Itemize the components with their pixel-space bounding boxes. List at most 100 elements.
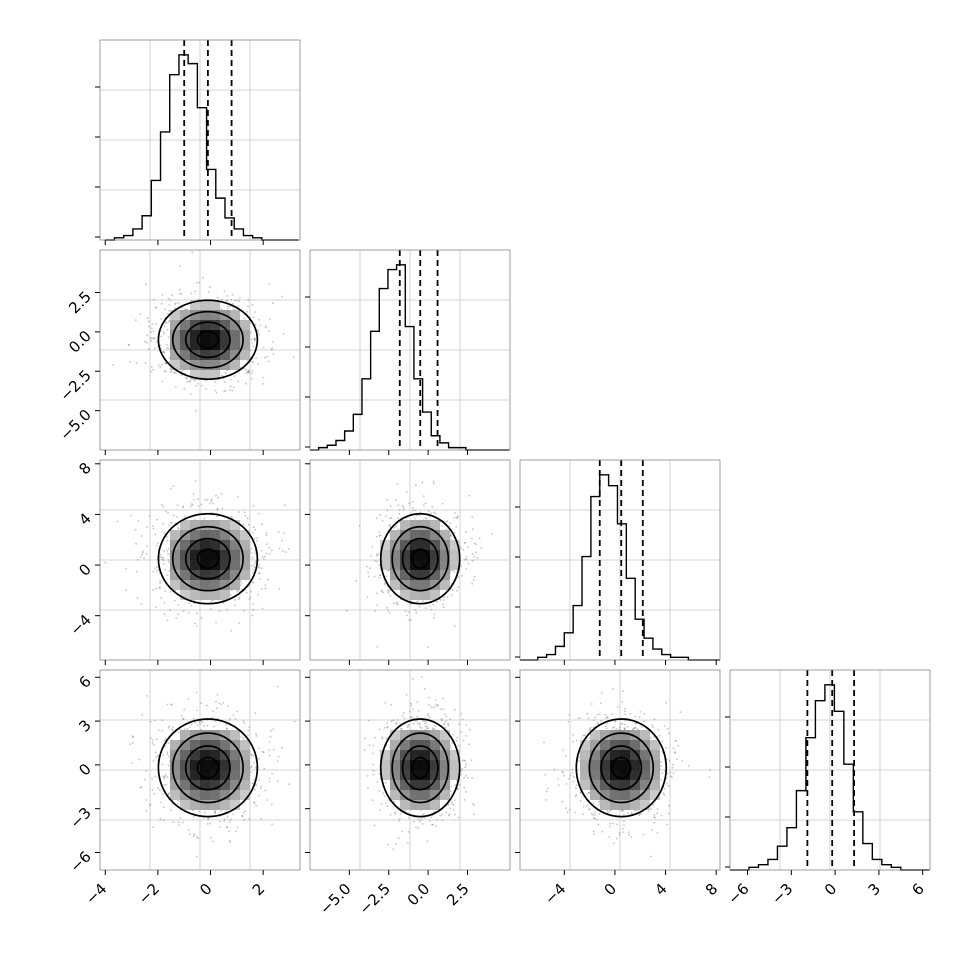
scatter-point bbox=[169, 609, 172, 612]
scatter-point bbox=[465, 558, 467, 560]
contour-level-1 bbox=[157, 718, 259, 818]
density-cell bbox=[210, 320, 220, 330]
scatter-point bbox=[179, 293, 181, 295]
density-cell bbox=[240, 530, 250, 540]
scatter-point bbox=[246, 371, 249, 374]
scatter-point bbox=[587, 717, 590, 720]
scatter-point bbox=[166, 549, 169, 552]
scatter-point bbox=[179, 817, 182, 819]
scatter-point bbox=[248, 371, 250, 374]
scatter-point bbox=[471, 515, 474, 518]
scatter-point bbox=[396, 603, 399, 606]
scatter-point bbox=[247, 370, 249, 373]
density-cell bbox=[420, 520, 430, 530]
scatter-point bbox=[453, 570, 456, 573]
density-cell bbox=[420, 770, 430, 780]
scatter-point bbox=[666, 782, 668, 785]
scatter-point bbox=[389, 517, 391, 520]
scatter-point bbox=[145, 341, 148, 344]
scatter-point bbox=[428, 516, 431, 518]
scatter-point bbox=[372, 744, 375, 747]
scatter-point bbox=[392, 848, 395, 851]
scatter-point bbox=[264, 587, 267, 590]
scatter-point bbox=[225, 809, 228, 812]
scatter-point bbox=[457, 586, 460, 589]
scatter-point bbox=[255, 784, 258, 787]
scatter-point bbox=[221, 298, 223, 301]
scatter-point bbox=[205, 388, 208, 390]
scatter-point bbox=[397, 528, 399, 531]
scatter-point bbox=[464, 766, 467, 769]
density-cell bbox=[420, 800, 430, 810]
scatter-point bbox=[159, 818, 162, 821]
scatter-point bbox=[387, 843, 389, 846]
scatter-point bbox=[463, 776, 465, 779]
scatter-point bbox=[464, 541, 467, 544]
scatter-point bbox=[281, 295, 283, 298]
density-cell bbox=[170, 760, 180, 770]
scatter-point bbox=[145, 809, 148, 812]
scatter-point bbox=[247, 734, 249, 736]
scatter-point bbox=[433, 706, 435, 709]
scatter-point bbox=[453, 516, 456, 519]
scatter-point bbox=[366, 565, 368, 568]
density-cell bbox=[440, 790, 450, 800]
density-cell bbox=[200, 780, 210, 790]
scatter-point bbox=[418, 514, 421, 517]
scatter-point bbox=[160, 318, 163, 320]
scatter-point bbox=[449, 747, 452, 750]
scatter-point bbox=[187, 612, 190, 614]
scatter-point bbox=[146, 526, 148, 528]
scatter-point bbox=[151, 525, 154, 527]
scatter-point bbox=[230, 629, 233, 632]
scatter-point bbox=[257, 566, 260, 568]
scatter-point bbox=[445, 715, 448, 718]
density-cell bbox=[230, 530, 240, 540]
scatter-point bbox=[384, 781, 387, 784]
scatter-point bbox=[160, 556, 163, 559]
scatter-point bbox=[263, 767, 266, 770]
scatter-point bbox=[164, 308, 167, 311]
scatter-point bbox=[472, 579, 475, 582]
scatter-point bbox=[400, 728, 403, 730]
scatter-point bbox=[272, 728, 274, 730]
scatter-point bbox=[139, 787, 142, 789]
scatter-point bbox=[456, 516, 459, 518]
scatter-point bbox=[422, 495, 425, 498]
scatter-point bbox=[152, 739, 154, 742]
scatter-point bbox=[153, 719, 156, 722]
scatter-point bbox=[196, 382, 199, 385]
scatter-point bbox=[248, 371, 250, 373]
density-cell bbox=[200, 580, 210, 590]
scatter-point bbox=[180, 715, 183, 717]
density-cell bbox=[410, 540, 420, 550]
scatter-point bbox=[250, 338, 253, 341]
scatter-point bbox=[230, 299, 233, 301]
scatter-point bbox=[254, 549, 257, 552]
scatter-point bbox=[134, 319, 137, 322]
density-cell bbox=[180, 350, 190, 360]
scatter-point bbox=[247, 369, 250, 372]
scatter-point bbox=[428, 696, 430, 699]
density-cell bbox=[170, 790, 180, 800]
density-cell bbox=[390, 770, 400, 780]
scatter-point bbox=[220, 308, 223, 310]
scatter-point bbox=[152, 760, 155, 762]
scatter-point bbox=[226, 705, 229, 708]
panel-frame bbox=[99, 249, 301, 451]
scatter-point bbox=[428, 820, 431, 822]
scatter-point bbox=[410, 716, 412, 719]
scatter-point bbox=[155, 323, 158, 325]
density-cell bbox=[190, 340, 200, 350]
scatter-point bbox=[151, 337, 154, 340]
scatter-point bbox=[373, 824, 376, 827]
scatter-point bbox=[152, 337, 155, 339]
density-cell bbox=[440, 750, 450, 760]
density-cell bbox=[190, 330, 200, 340]
scatter-point bbox=[145, 799, 148, 801]
scatter-point bbox=[454, 813, 456, 816]
scatter-point bbox=[190, 503, 193, 505]
scatter-point bbox=[155, 566, 158, 569]
density-cell bbox=[170, 320, 180, 330]
density-cell bbox=[190, 800, 200, 810]
